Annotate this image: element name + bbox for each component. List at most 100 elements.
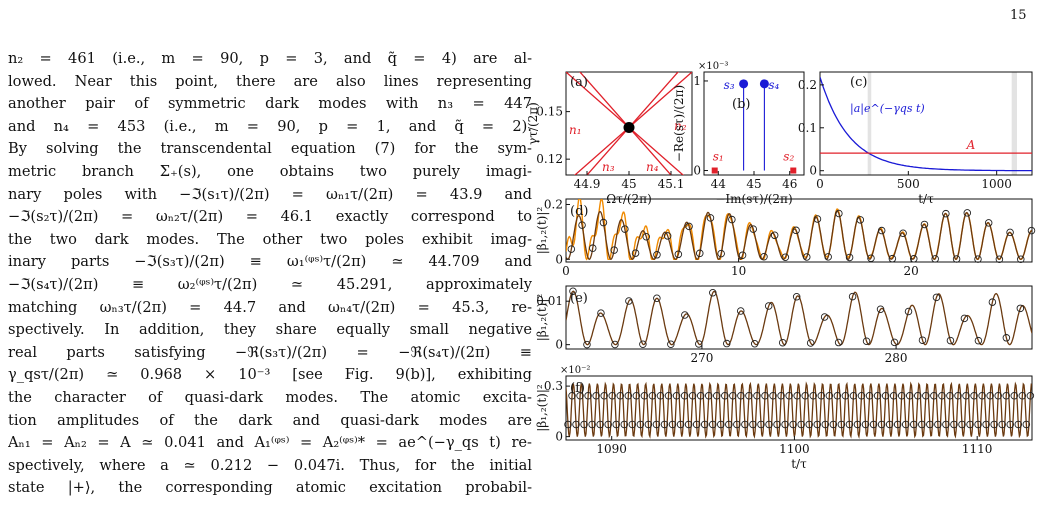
panel-e-marker — [597, 309, 605, 317]
panel-d-marker — [835, 209, 843, 218]
panel-f-marker — [733, 420, 741, 429]
panel-e-marker — [820, 313, 829, 321]
panel-e-marker — [625, 297, 633, 305]
panel-d-marker — [706, 214, 715, 222]
panel-d-marker — [803, 253, 811, 261]
panel-f-marker — [729, 392, 737, 400]
panel-f-marker — [881, 392, 890, 400]
body-text-line: lowed. Near this point, there are also l… — [8, 72, 532, 90]
panel-d-marker — [931, 255, 939, 263]
body-text-line: state |+⟩, the corresponding atomic exci… — [8, 479, 532, 497]
body-text-column: n₂ = 461 (i.e., m = 90, p = 3, and q̃ = … — [8, 48, 532, 500]
panel-f-marker — [1018, 392, 1027, 400]
panel-e-marker — [876, 305, 885, 313]
panel-f-marker — [769, 392, 777, 400]
panel-f-ytick-label: 0.3 — [544, 379, 563, 393]
panel-c-decay-curve — [820, 76, 1032, 172]
panel-a-n1-label: n₁ — [569, 123, 582, 137]
panel-d-marker — [781, 253, 790, 261]
panel-b-point — [711, 167, 718, 174]
panel-f-marker — [873, 392, 882, 400]
panel-c-ytick-label: 0 — [809, 164, 817, 178]
panel-f-marker — [612, 420, 621, 429]
panel-d-marker — [621, 225, 629, 233]
panel-f-marker — [825, 392, 834, 400]
panel-f-marker — [926, 420, 934, 429]
panel-c-xtick-label: 0 — [816, 177, 824, 191]
panel-f-marker — [914, 392, 922, 400]
panel-a-crossing-point — [623, 121, 635, 133]
panel-f-marker — [656, 392, 665, 400]
panel-e-marker — [709, 289, 717, 297]
panel-f-marker — [845, 420, 854, 429]
body-text-line: real parts satisfying −ℜ(s₃τ)/(2π) = −ℜ(… — [8, 343, 532, 361]
panel-f-marker — [616, 392, 625, 400]
panel-f-marker — [745, 392, 753, 400]
panel-d-ylabel: |β₁,₂(t)|² — [535, 207, 549, 255]
body-text-line: Aₙ₁ = Aₙ₂ = A ≃ 0.041 and A₁⁽ᵠˢ⁾ = A₂⁽ᵠˢ… — [8, 434, 532, 452]
panel-f-marker — [704, 392, 713, 400]
panel-d-marker — [867, 254, 875, 262]
panel-b-ytick-label: 1 — [693, 74, 701, 88]
panel-f-marker — [893, 420, 902, 429]
panel-e-marker — [611, 340, 619, 349]
panel-c-blue-label: |a|e^(−γqs t) — [850, 102, 925, 116]
panel-b-s4-label: s₄ — [768, 78, 779, 92]
panel-f-marker — [829, 420, 838, 429]
body-text-line: the character of quasi-dark modes. The a… — [8, 388, 532, 406]
panel-d-marker — [770, 231, 779, 240]
panel-f-marker — [789, 420, 797, 429]
panel-f-multiplier: ×10⁻² — [560, 365, 590, 376]
panel-f-marker — [958, 420, 966, 429]
body-text-line: nary poles with −ℑ(s₁τ)/(2π) = ωₙ₁τ/(2π)… — [8, 185, 532, 203]
panel-f-marker — [636, 420, 645, 429]
panel-f-marker — [1010, 392, 1019, 400]
panel-f-marker — [982, 420, 990, 429]
panel-f-marker — [970, 392, 978, 400]
panel-d-marker — [888, 254, 897, 263]
panel-d-marker — [749, 225, 758, 233]
panel-f-marker — [821, 420, 830, 429]
panel-b-multiplier: ×10⁻³ — [698, 61, 728, 72]
panel-a-n4-label: n₄ — [646, 160, 659, 174]
panel-d-ytick-label: 0 — [555, 252, 563, 266]
panel-b-ytick-label: 0 — [693, 164, 701, 178]
panel-e-marker — [737, 307, 745, 315]
panel-f-marker — [588, 420, 596, 429]
panel-b-point — [739, 79, 749, 89]
panel-f-marker — [640, 392, 649, 400]
panel-f-marker — [853, 420, 862, 429]
panel-a-xtick-label: 45 — [621, 177, 636, 191]
panel-b-xtick-label: 45 — [746, 177, 761, 191]
panel-e-marker — [764, 302, 773, 310]
panel-f-marker — [725, 420, 733, 429]
panel-f-marker — [986, 392, 994, 400]
panel-e-marker — [988, 298, 997, 306]
panel-f-marker — [580, 420, 588, 429]
panel-f-marker — [564, 420, 572, 429]
panel-f-marker — [889, 392, 898, 400]
panel-f-marker — [749, 420, 757, 429]
panel-f-marker — [576, 392, 584, 400]
panel-d-marker — [963, 209, 972, 217]
panel-f-marker — [592, 392, 600, 400]
panel-e-marker — [653, 294, 661, 303]
panel-e-marker — [960, 314, 969, 323]
panel-f-marker — [1026, 392, 1035, 400]
panel-d-marker — [642, 232, 651, 241]
panel-e-marker — [806, 339, 815, 347]
panel-f-marker — [813, 420, 822, 429]
panel-f-marker — [946, 392, 954, 400]
panel-f-marker — [990, 420, 998, 429]
panel-f-marker — [596, 420, 604, 429]
panel-f-marker — [648, 392, 657, 400]
panel-a-n2-label: n₂ — [674, 119, 687, 133]
panel-f-marker — [781, 420, 789, 429]
panel-b-s1-label: s₁ — [713, 150, 724, 164]
body-text-line: the two dark modes. The other two poles … — [8, 230, 532, 248]
panel-f-marker — [897, 392, 906, 400]
panel-f-marker — [978, 392, 986, 400]
panel-d-marker — [920, 220, 929, 229]
panel-f-marker — [568, 392, 576, 400]
panel-b-point — [790, 167, 797, 174]
